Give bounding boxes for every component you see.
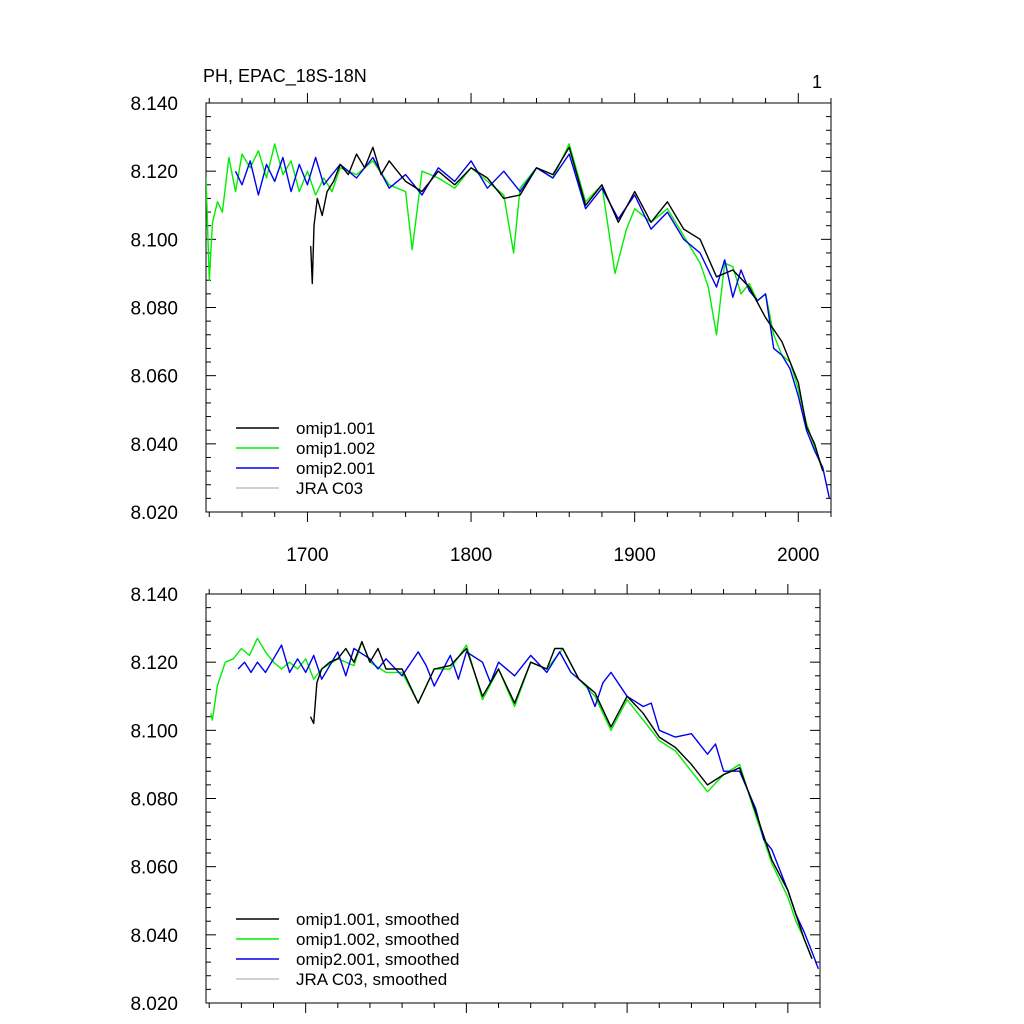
y-tick-label: 8.140 [130,94,178,115]
x-tick-label: 2000 [777,545,819,566]
y-tick-label: 8.100 [130,721,178,742]
series-line-omip2-001-smoothed [237,644,820,970]
x-tick-label: 1800 [450,545,492,566]
y-tick-label: 8.040 [130,926,178,947]
series-line-omip1-002-smoothed [210,637,813,959]
y-tick-label: 8.120 [130,653,178,674]
legend-label: omip1.002, smoothed [296,930,460,949]
legend-label: JRA C03 [296,479,363,498]
y-tick-label: 8.080 [130,790,178,811]
legend-label: omip2.001, smoothed [296,950,460,969]
legend-label: omip2.001 [296,459,375,478]
legend-label: omip1.002 [296,439,375,458]
chart-title-left: PH, EPAC_18S-18N [203,66,367,87]
legend-label: JRA C03, smoothed [296,970,447,989]
bottom-panel-chart: 8.140 8.120 8.100 8.080 8.060 8.040 8.020 omip1… [130,584,821,1015]
series-line-omip1-001-smoothed [309,641,813,959]
legend-label: omip1.001, smoothed [296,910,460,929]
y-tick-label: 8.040 [130,435,178,456]
y-tick-label: 8.120 [130,162,178,183]
x-tick-label: 1900 [614,545,656,566]
legend-label: omip1.001 [296,419,375,438]
y-tick-label: 8.080 [130,299,178,320]
x-tick-label: 1700 [286,545,328,566]
y-tick-label: 8.140 [130,585,178,606]
y-tick-label: 8.020 [130,503,178,524]
y-tick-label: 8.060 [130,367,178,388]
y-tick-label: 8.100 [130,230,178,251]
top-panel-chart: 8.140 8.120 8.100 8.080 8.060 8.040 8.020 1700 1… [130,93,832,566]
chart-title-right: 1 [812,72,822,92]
series-line-omip1-001 [310,146,824,472]
y-tick-label: 8.020 [130,994,178,1015]
y-tick-label: 8.060 [130,858,178,879]
